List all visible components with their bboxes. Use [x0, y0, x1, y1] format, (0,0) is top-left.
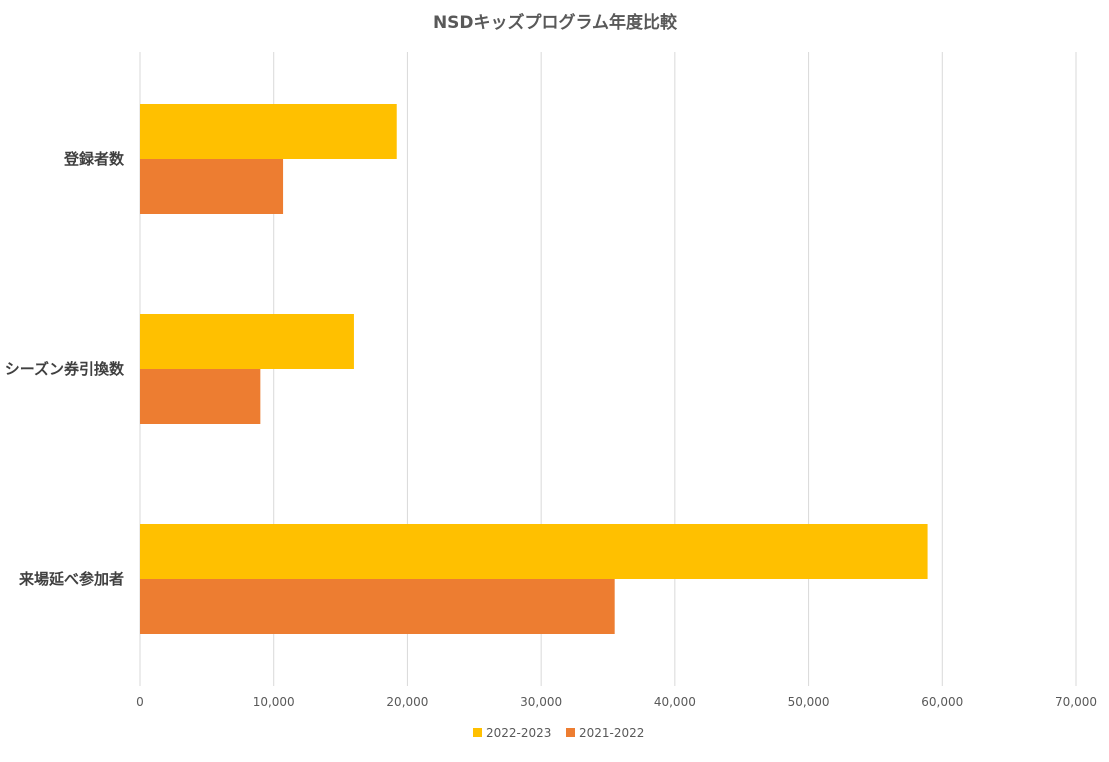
x-axis-ticks: 0 10,000 20,000 30,000 40,000 50,000 60,000 70,… — [136, 695, 1097, 709]
x-tick-label: 30,000 — [520, 695, 562, 709]
category-label: 来場延べ参加者 — [18, 570, 124, 588]
bars — [140, 104, 928, 634]
legend-label: 2022-2023 — [486, 726, 551, 740]
category-label: 登録者数 — [63, 150, 125, 168]
x-tick-label: 20,000 — [386, 695, 428, 709]
bar-2021-2022-1 — [140, 369, 261, 424]
legend-label: 2021-2022 — [579, 726, 644, 740]
legend: 2022-2023 2021-2022 — [473, 726, 644, 740]
x-tick-label: 10,000 — [253, 695, 295, 709]
x-tick-label: 50,000 — [788, 695, 830, 709]
x-tick-label: 40,000 — [654, 695, 696, 709]
bar-2022-2023-2 — [140, 524, 928, 579]
chart-title: NSDキッズプログラム年度比較 — [433, 12, 678, 33]
legend-swatch — [473, 728, 482, 737]
x-tick-label: 70,000 — [1055, 695, 1097, 709]
x-tick-label: 60,000 — [921, 695, 963, 709]
x-tick-label: 0 — [136, 695, 144, 709]
category-label: シーズン券引換数 — [5, 360, 125, 378]
bar-2022-2023-0 — [140, 104, 397, 159]
bar-2022-2023-1 — [140, 314, 354, 369]
bar-2021-2022-0 — [140, 159, 284, 214]
bar-2021-2022-2 — [140, 579, 615, 634]
legend-swatch — [566, 728, 575, 737]
